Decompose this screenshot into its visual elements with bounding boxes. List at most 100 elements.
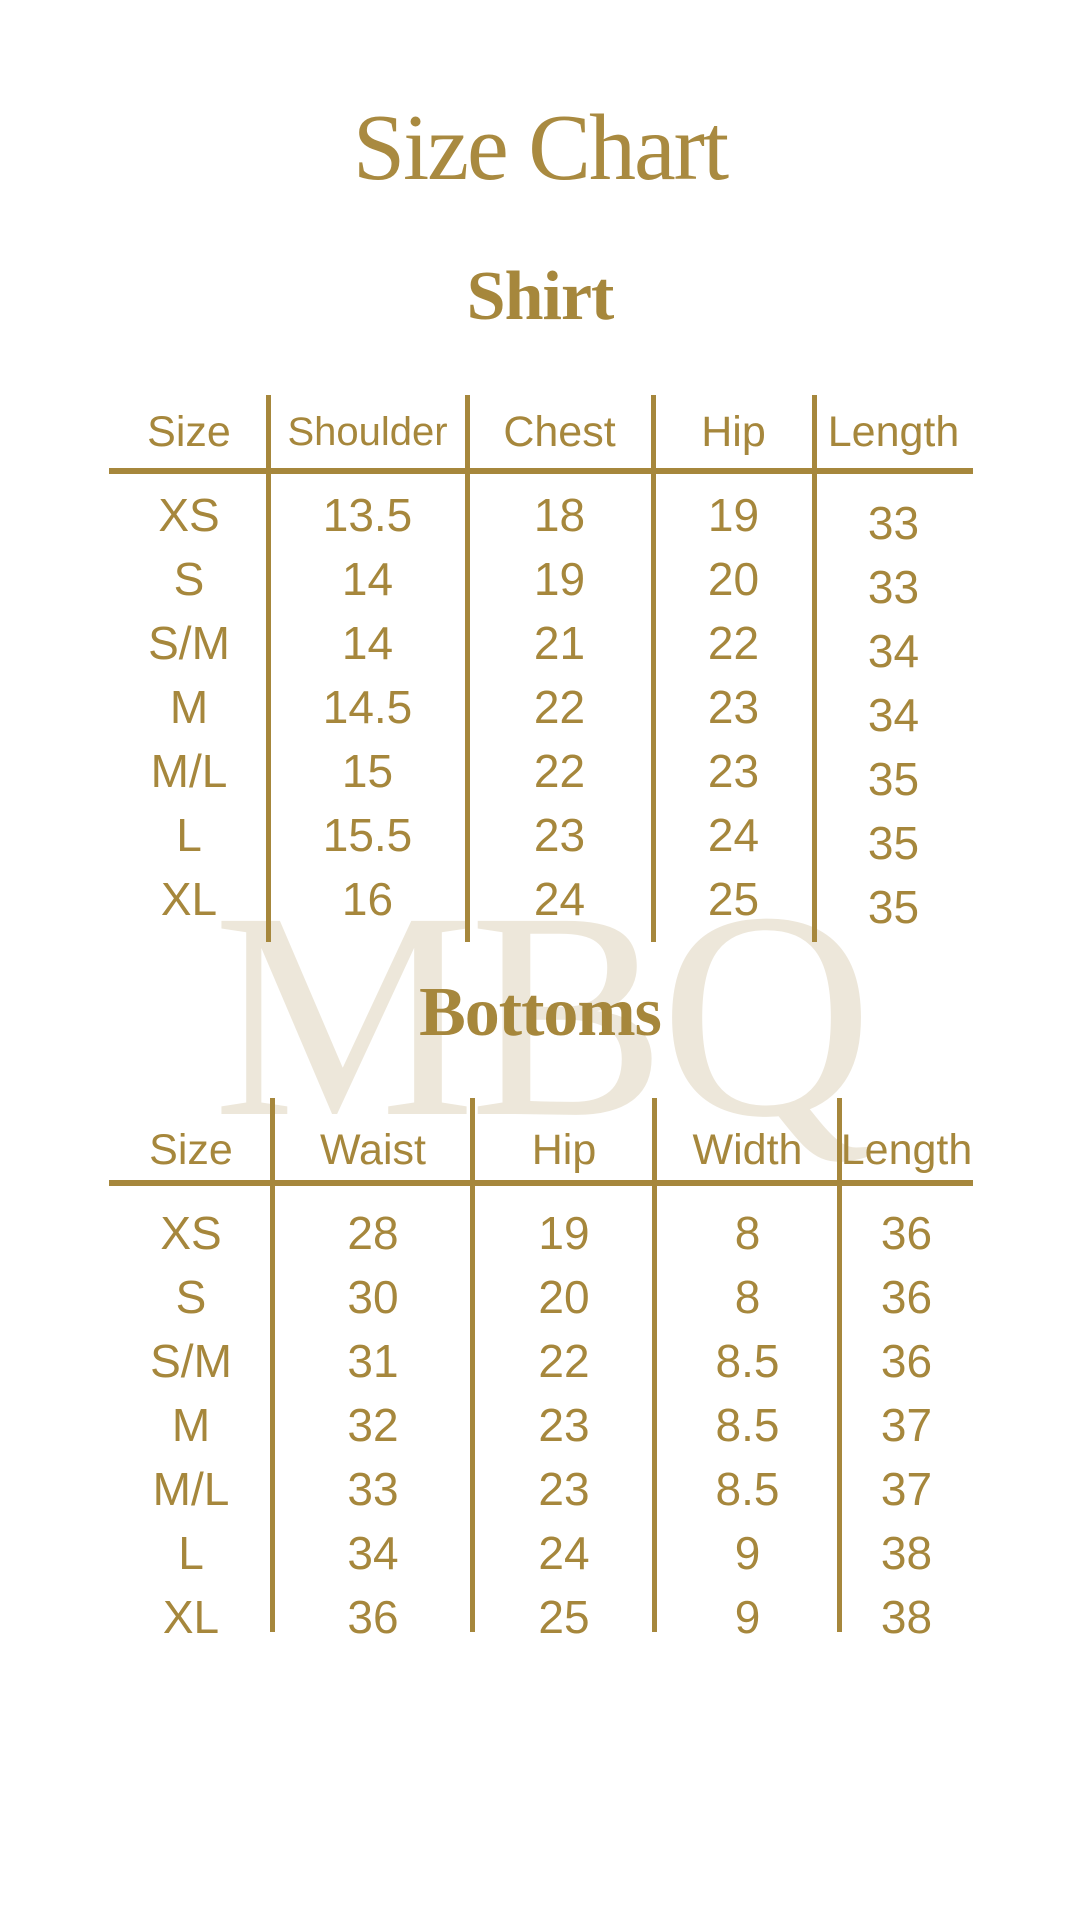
table-row: S 14 19 20 33 [109,547,973,613]
shirt-table-header-row: Size Shoulder Chest Hip Length [109,400,973,464]
measurement-value: 18 [533,489,586,541]
measurement-value: 20 [707,553,760,605]
table-row: L 15.5 23 24 35 [109,803,973,869]
measurement-value: 33 [867,497,920,549]
size-label: M [171,1399,211,1451]
size-label: S/M [150,1335,232,1387]
bottoms-section-heading: Bottoms [419,974,662,1051]
measurement-value: 9 [734,1591,761,1643]
measurement-value: 19 [533,553,586,605]
measurement-value: 25 [707,873,760,925]
measurement-value: 16 [341,873,394,925]
shirt-table-vertical-divider [266,395,271,942]
measurement-value: 22 [538,1335,590,1387]
size-label: M/L [152,1463,230,1515]
column-header: Width [692,1125,803,1174]
bottoms-table-header-rule [109,1180,973,1186]
measurement-value: 24 [533,873,586,925]
table-row: M/L 33 23 8.5 37 [109,1457,973,1521]
shirt-section-heading: Shirt [466,258,615,335]
measurement-value: 8.5 [715,1463,780,1515]
measurement-value: 35 [867,881,920,933]
measurement-value: 25 [538,1591,590,1643]
measurement-value: 36 [880,1207,933,1259]
column-header: Size [147,407,231,456]
column-header: Length [840,1125,973,1174]
measurement-value: 23 [538,1463,590,1515]
size-label: M [169,681,209,733]
size-label: XS [158,489,220,541]
measurement-value: 23 [707,745,760,797]
table-row: M/L 15 22 23 35 [109,739,973,805]
column-header: Hip [531,1125,597,1174]
measurement-value: 22 [533,681,586,733]
measurement-value: 9 [734,1527,761,1579]
measurement-value: 21 [533,617,586,669]
column-header: Size [149,1125,233,1174]
measurement-value: 31 [347,1335,399,1387]
shirt-table-vertical-divider [812,395,817,942]
measurement-value: 23 [538,1399,590,1451]
measurement-value: 33 [867,561,920,613]
measurement-value: 37 [880,1463,933,1515]
size-label: S [175,1271,207,1323]
measurement-value: 28 [347,1207,399,1259]
measurement-value: 15.5 [322,809,413,861]
measurement-value: 14.5 [322,681,413,733]
column-header: Waist [320,1125,426,1174]
measurement-value: 19 [538,1207,590,1259]
brand-watermark-text: MBQ [212,851,873,1178]
table-row: M 14.5 22 23 34 [109,675,973,741]
measurement-value: 30 [347,1271,399,1323]
size-label: XL [160,873,218,925]
column-header: Chest [503,407,616,456]
table-row: L 34 24 9 38 [109,1521,973,1585]
table-row: XL 16 24 25 35 [109,867,973,933]
size-label: L [176,809,202,861]
measurement-value: 32 [347,1399,399,1451]
shirt-table-vertical-divider [651,395,656,942]
measurement-value: 38 [880,1527,933,1579]
size-label: S/M [148,617,230,669]
measurement-value: 15 [341,745,394,797]
bottoms-table-vertical-divider [652,1098,657,1632]
table-row: XS 28 19 8 36 [109,1201,973,1265]
measurement-value: 34 [867,625,920,677]
measurement-value: 36 [880,1335,933,1387]
size-label: M/L [150,745,228,797]
measurement-value: 14 [341,553,394,605]
measurement-value: 36 [347,1591,399,1643]
measurement-value: 8 [734,1207,761,1259]
measurement-value: 8.5 [715,1399,780,1451]
measurement-value: 36 [880,1271,933,1323]
measurement-value: 13.5 [322,489,413,541]
page-title: Size Chart [352,96,729,200]
table-row: XL 36 25 9 38 [109,1585,973,1649]
bottoms-table-vertical-divider [270,1098,275,1632]
column-header: Length [827,407,960,456]
table-row: XS 13.5 18 19 33 [109,483,973,549]
measurement-value: 22 [533,745,586,797]
bottoms-table-header-row: Size Waist Hip Width Length [109,1118,973,1182]
measurement-value: 14 [341,617,394,669]
bottoms-table-vertical-divider [470,1098,475,1632]
measurement-value: 19 [707,489,760,541]
shirt-table-vertical-divider [465,395,470,942]
measurement-value: 23 [533,809,586,861]
size-label: L [178,1527,204,1579]
table-row: S/M 31 22 8.5 36 [109,1329,973,1393]
measurement-value: 38 [880,1591,933,1643]
measurement-value: 34 [867,689,920,741]
measurement-value: 35 [867,817,920,869]
measurement-value: 34 [347,1527,399,1579]
measurement-value: 24 [538,1527,590,1579]
size-label: XS [160,1207,222,1259]
measurement-value: 8.5 [715,1335,780,1387]
measurement-value: 8 [734,1271,761,1323]
measurement-value: 35 [867,753,920,805]
size-label: XL [162,1591,220,1643]
column-header: Hip [701,407,766,456]
column-header: Shoulder [287,409,448,454]
measurement-value: 23 [707,681,760,733]
